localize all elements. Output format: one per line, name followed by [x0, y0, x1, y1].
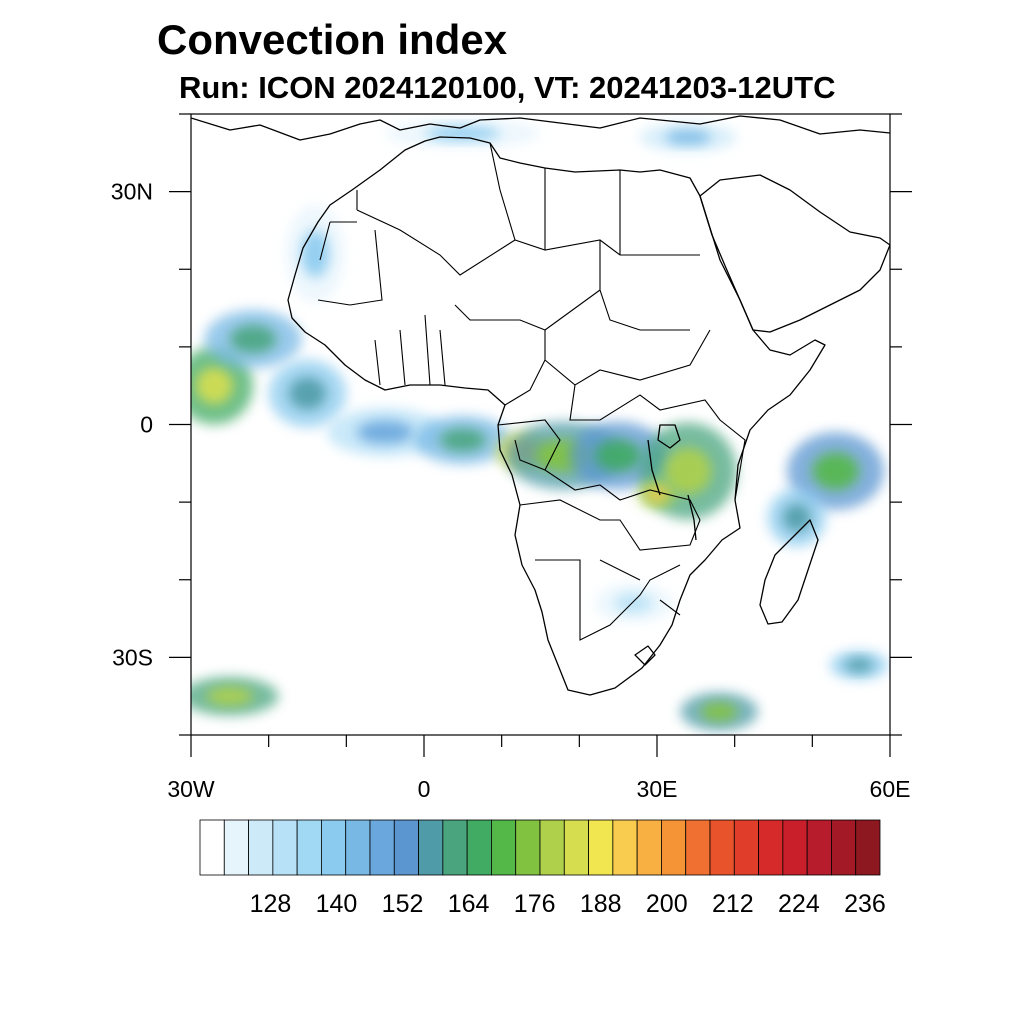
- colorbar-swatch: [418, 819, 444, 876]
- convection-cell: [594, 439, 642, 472]
- colorbar-label: 164: [448, 890, 490, 918]
- colorbar-swatch: [636, 819, 662, 876]
- colorbar-label: 224: [778, 890, 820, 918]
- lake-malawi: [687, 494, 697, 541]
- country-borders: [317, 142, 746, 641]
- colorbar-swatch: [466, 819, 492, 876]
- convection-field: [191, 118, 889, 732]
- colorbar-swatch: [806, 819, 832, 876]
- coastlines-borders: [191, 115, 890, 696]
- colorbar-label: 200: [646, 890, 688, 918]
- colorbar-swatch: [539, 819, 565, 876]
- colorbar-swatch: [442, 819, 468, 876]
- lon-label: 0: [418, 776, 431, 802]
- colorbar-label: 236: [844, 890, 886, 918]
- axis-ticks: [169, 113, 912, 757]
- convection-cell: [844, 658, 873, 673]
- lat-label: 30S: [112, 644, 153, 670]
- convection-cell: [288, 377, 327, 410]
- convection-cell: [664, 130, 712, 145]
- convection-cell: [206, 686, 254, 706]
- colorbar-swatch: [223, 819, 249, 876]
- colorbar-swatch: [296, 819, 322, 876]
- lesotho-border: [634, 645, 656, 666]
- colorbar: 128 140 152 164 176 188 200 212 224 236: [199, 819, 886, 918]
- colorbar-swatch: [758, 819, 784, 876]
- lon-label: 30E: [637, 776, 678, 802]
- colorbar-swatch: [661, 819, 687, 876]
- lon-label: 30W: [167, 776, 215, 802]
- convection-cell: [229, 325, 277, 354]
- colorbar-swatch: [345, 819, 371, 876]
- colorbar-swatch: [563, 819, 589, 876]
- colorbar-swatch: [733, 819, 759, 876]
- convection-cell: [812, 452, 859, 490]
- colorbar-swatch: [709, 819, 735, 876]
- colorbar-label: 188: [580, 890, 622, 918]
- colorbar-swatch: [612, 819, 638, 876]
- convection-cell: [782, 503, 811, 532]
- chart-subtitle: Run: ICON 2024120100, VT: 20241203-12UTC: [179, 70, 836, 105]
- lat-label: 0: [140, 412, 153, 438]
- colorbar-label: 176: [514, 890, 556, 918]
- convection-cell: [439, 428, 487, 452]
- colorbar-swatch: [491, 819, 517, 876]
- chart-title: Convection index: [157, 16, 508, 63]
- madagascar-coastline: [759, 519, 819, 625]
- lon-label: 60E: [870, 776, 911, 802]
- colorbar-label: 212: [712, 890, 754, 918]
- lake-tanganyika: [647, 439, 661, 496]
- colorbar-swatch: [248, 819, 274, 876]
- colorbar-swatch: [685, 819, 711, 876]
- convection-cell: [301, 230, 330, 278]
- lake-victoria: [657, 424, 681, 449]
- axis-labels: 30N 0 30S 30W 0 30E 60E: [111, 179, 911, 802]
- europe-coastline: [191, 115, 890, 141]
- colorbar-label: 140: [316, 890, 358, 918]
- colorbar-swatch: [515, 819, 541, 876]
- colorbar-swatch: [831, 819, 857, 876]
- colorbar-swatch: [199, 819, 225, 876]
- convection-cell: [357, 420, 414, 444]
- colorbar-swatch: [369, 819, 395, 876]
- colorbar-swatch: [393, 819, 419, 876]
- lat-label: 30N: [111, 179, 153, 205]
- arabia-coastline: [699, 174, 890, 333]
- convection-cell: [664, 447, 712, 495]
- africa-coastline: [287, 136, 826, 696]
- colorbar-swatch: [782, 819, 808, 876]
- colorbar-label: 152: [382, 890, 424, 918]
- colorbar-swatch: [588, 819, 614, 876]
- convection-cell: [195, 367, 233, 405]
- convection-cell: [700, 702, 738, 722]
- convection-cell: [647, 487, 667, 502]
- colorbar-label: 128: [250, 890, 292, 918]
- convection-cell: [615, 593, 653, 613]
- colorbar-swatch: [855, 819, 881, 876]
- colorbar-swatch: [321, 819, 347, 876]
- colorbar-swatch: [272, 819, 298, 876]
